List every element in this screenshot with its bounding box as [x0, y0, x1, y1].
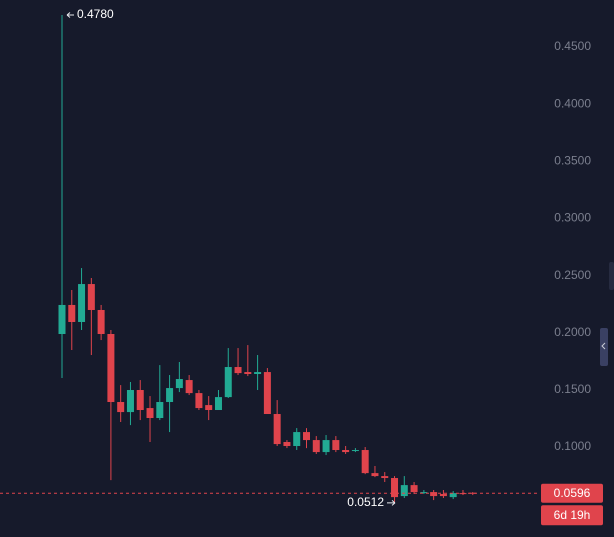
candle-body	[205, 405, 213, 411]
y-tick-label: 0.2000	[554, 325, 591, 339]
annotation-arrow	[66, 12, 74, 18]
candle-body	[322, 440, 330, 453]
candle-body	[410, 485, 418, 493]
candle-body	[234, 367, 242, 374]
side-tab[interactable]	[609, 262, 614, 290]
y-tick-label: 0.4500	[554, 39, 591, 53]
scroll-handle[interactable]	[600, 328, 608, 366]
candle-body	[136, 390, 144, 411]
candle-body	[87, 284, 95, 310]
candle-body	[175, 379, 183, 389]
handle-arrow	[601, 342, 606, 350]
y-tick-label: 0.4000	[554, 96, 591, 110]
candle-body	[303, 432, 310, 441]
y-tick-label: 0.1000	[554, 439, 591, 453]
candle-body	[224, 367, 232, 398]
candle-body	[430, 492, 438, 497]
countdown-box	[541, 505, 603, 526]
candle-body	[126, 390, 134, 413]
countdown-label: 6d 19h	[554, 508, 591, 522]
candle-body	[58, 304, 66, 334]
candle-body	[439, 494, 447, 497]
candle-body	[156, 402, 164, 419]
high-annotation: 0.4780	[77, 7, 114, 21]
candle-body	[117, 402, 125, 413]
candle-body	[273, 414, 281, 445]
candle-body	[342, 450, 350, 453]
annotation-arrow	[387, 499, 396, 506]
y-tick-label: 0.3000	[554, 211, 591, 225]
candle-body	[146, 408, 154, 419]
candle-body	[68, 304, 76, 322]
candle-body	[185, 380, 193, 394]
candle-body	[78, 284, 86, 322]
candle-body	[400, 485, 408, 497]
candle-body	[263, 372, 271, 415]
y-tick-label: 0.1500	[554, 382, 591, 396]
last-price-label: 0.0596	[554, 486, 591, 500]
candle-body	[166, 388, 174, 403]
candle-body	[371, 473, 379, 477]
y-tick-label: 0.2500	[554, 268, 591, 282]
candle-body	[254, 372, 262, 375]
candle-body	[97, 309, 105, 334]
candle-body	[469, 492, 477, 494]
candle-body	[283, 442, 291, 447]
candle-body	[195, 393, 203, 409]
candle-body	[214, 397, 222, 411]
last-price-box	[541, 483, 603, 503]
candle-body	[107, 333, 115, 403]
candle-body	[351, 450, 359, 452]
candle-body	[332, 440, 340, 451]
candle-body	[244, 372, 252, 375]
candle-body	[391, 478, 399, 498]
candle-body	[312, 440, 320, 453]
y-tick-label: 0.3500	[554, 153, 591, 167]
candle-body	[449, 493, 457, 498]
candle-body	[293, 432, 301, 447]
candle-body	[381, 476, 389, 479]
candle-body	[420, 492, 428, 494]
low-annotation: 0.0512	[347, 495, 384, 509]
candle-body	[361, 450, 369, 474]
